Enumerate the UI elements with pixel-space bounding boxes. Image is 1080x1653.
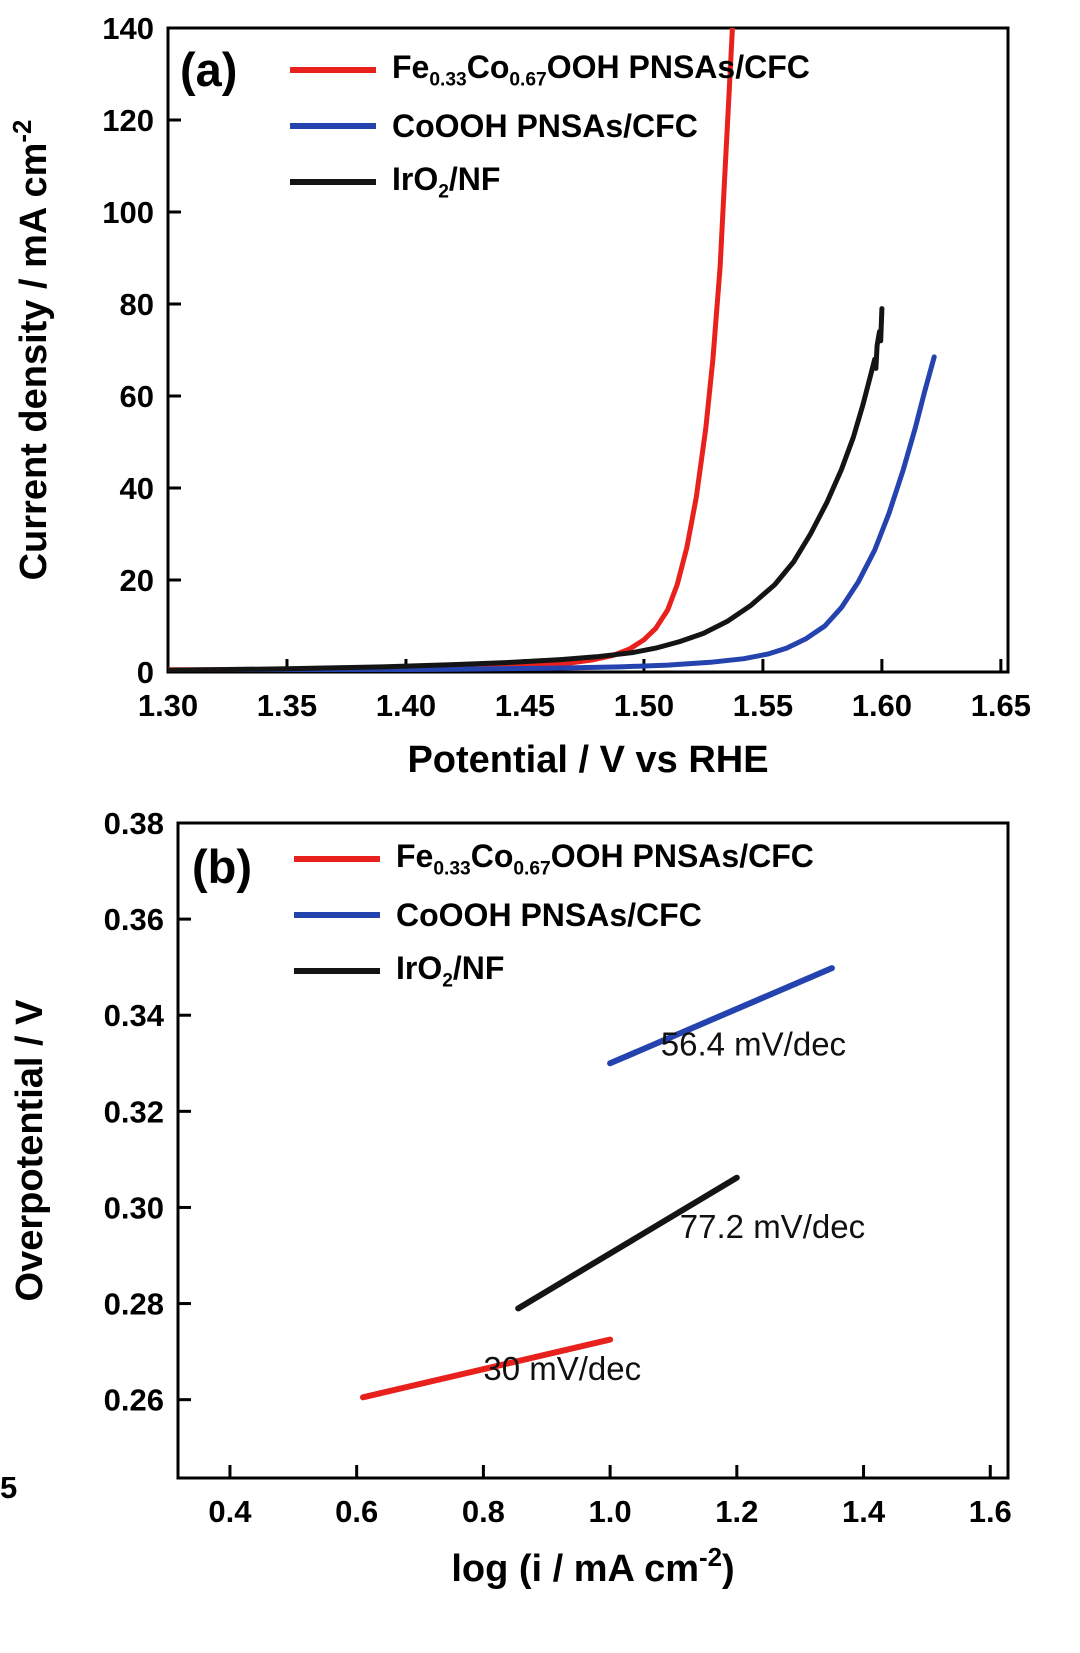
- x-tick-label: 1.2: [715, 1494, 758, 1529]
- y-tick-label: 120: [102, 103, 154, 138]
- chart-panel-a: 1.30 1.35 1.40 1.45 1.50 1.55 1.60 1.65 0 20 40 60 8…: [0, 0, 1080, 795]
- axis-frame: [176, 821, 1010, 1480]
- y-tick-label: 0.28: [104, 1287, 164, 1322]
- legend-line-swatch: [290, 123, 376, 129]
- x-tick-label: 1.6: [969, 1494, 1012, 1529]
- legend-item: Fe0.33Co0.67OOH PNSAs/CFC: [294, 831, 814, 887]
- legend-line-swatch: [294, 912, 380, 918]
- slope-annotation: 56.4 mV/dec: [661, 1026, 846, 1063]
- y-tick-label: 20: [120, 563, 154, 598]
- plot-svg-panel-b: 0.4 0.6 0.8 1.0 1.2 1.4 1.6 0.26 0.28 0.30 0.32 0.3…: [9, 806, 1012, 1590]
- x-tick-label: 1.65: [971, 688, 1031, 723]
- slope-annotation: 30 mV/dec: [483, 1350, 641, 1387]
- series-line-coooh-pnsas-cfc: [168, 354, 937, 672]
- legend-line-swatch: [290, 67, 376, 73]
- legend-line-swatch: [294, 856, 380, 862]
- stray-axis-label: 5: [0, 1470, 18, 1505]
- y-axis-title: Overpotential / V: [9, 999, 51, 1302]
- y-axis-title: Current density / mA cm-2: [9, 120, 55, 581]
- axis-frame: [166, 26, 1010, 674]
- y-tick-label: 0.36: [104, 902, 164, 937]
- x-tick-label: 1.60: [852, 688, 912, 723]
- legend-item: IrO2/NF: [294, 943, 814, 999]
- series-line-fe033co067ooh-tafel: [360, 1336, 614, 1401]
- y-tick-label: 0.32: [104, 1094, 164, 1129]
- chart-panel-b: 0.4 0.6 0.8 1.0 1.2 1.4 1.6 0.26 0.28 0.30 0.32 0.3…: [0, 795, 1080, 1653]
- legend-item: IrO2/NF: [290, 154, 810, 210]
- legend-item: CoOOH PNSAs/CFC: [290, 98, 810, 154]
- y-tick-label: 60: [120, 379, 154, 414]
- x-axis-title: Potential / V vs RHE: [407, 739, 768, 781]
- x-tick-label: 1.40: [376, 688, 436, 723]
- legend-label: IrO2/NF: [396, 949, 505, 992]
- y-tick-label: 0.34: [104, 998, 165, 1033]
- x-tick-label: 1.50: [614, 688, 674, 723]
- x-tick-label: 1.35: [257, 688, 317, 723]
- legend-label: CoOOH PNSAs/CFC: [392, 108, 698, 144]
- x-tick-label: 1.45: [495, 688, 555, 723]
- plot-svg-panel-a: 1.30 1.35 1.40 1.45 1.50 1.55 1.60 1.65 0 20 40 60 8…: [9, 11, 1031, 781]
- legend-label: CoOOH PNSAs/CFC: [396, 897, 702, 933]
- series-line-iro2-tafel: [515, 1174, 740, 1312]
- slope-annotation: 77.2 mV/dec: [680, 1208, 865, 1245]
- legend-label: Fe0.33Co0.67OOH PNSAs/CFC: [396, 837, 814, 880]
- legend-panel-b: Fe0.33Co0.67OOH PNSAs/CFC CoOOH PNSAs/CFC…: [294, 831, 814, 999]
- x-tick-label: 1.0: [589, 1494, 632, 1529]
- series-line-iro2-nf: [168, 306, 885, 672]
- legend-line-swatch: [290, 179, 376, 185]
- y-tick-label: 0: [137, 655, 154, 690]
- y-tick-label: 0.26: [104, 1383, 164, 1418]
- legend-label: IrO2/NF: [392, 160, 501, 203]
- panel-label-a: (a): [180, 43, 238, 96]
- x-tick-label: 1.30: [138, 688, 198, 723]
- y-tick-label: 100: [102, 195, 154, 230]
- y-tick-label: 40: [120, 471, 154, 506]
- legend-item: Fe0.33Co0.67OOH PNSAs/CFC: [290, 42, 810, 98]
- legend-panel-a: Fe0.33Co0.67OOH PNSAs/CFC CoOOH PNSAs/CFC…: [290, 42, 810, 210]
- y-tick-label: 80: [120, 287, 154, 322]
- x-axis-title: log (i / mA cm-2): [451, 1544, 734, 1590]
- panel-label-b: (b): [192, 840, 253, 893]
- legend-item: CoOOH PNSAs/CFC: [294, 887, 814, 943]
- x-tick-label: 0.4: [208, 1494, 252, 1529]
- x-tick-label: 0.6: [335, 1494, 378, 1529]
- y-tick-label: 0.30: [104, 1190, 164, 1225]
- x-tick-label: 0.8: [462, 1494, 505, 1529]
- y-tick-label: 140: [102, 11, 154, 46]
- legend-line-swatch: [294, 968, 380, 974]
- x-tick-label: 1.55: [733, 688, 793, 723]
- legend-label: Fe0.33Co0.67OOH PNSAs/CFC: [392, 48, 810, 91]
- y-tick-label: 0.38: [104, 806, 164, 841]
- x-tick-label: 1.4: [842, 1494, 886, 1529]
- series-line-coooh-tafel: [607, 965, 835, 1067]
